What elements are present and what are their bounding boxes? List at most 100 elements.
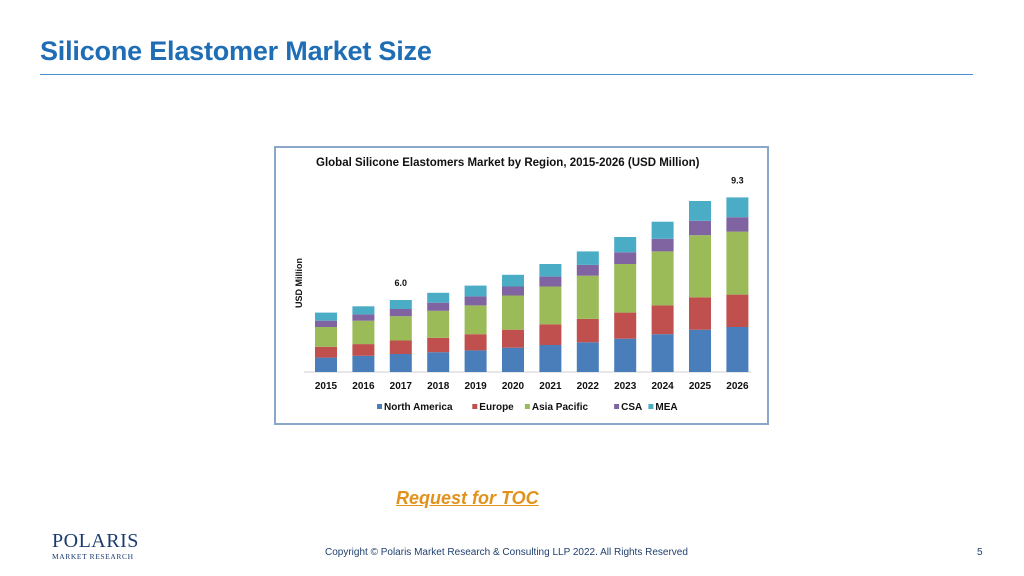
legend-swatch [524,404,530,409]
stacked-bar-chart: Global Silicone Elastomers Market by Reg… [294,157,751,413]
bar-segment-europe-2021 [539,324,562,345]
bar-segment-mea-2017 [389,300,412,309]
x-tick-label: 2026 [726,381,749,392]
bar-segment-asia-pacific-2022 [576,275,599,319]
x-tick-label: 2016 [352,381,375,392]
bar-segment-mea-2023 [614,237,637,253]
legend-label: MEA [655,402,677,413]
bar-segment-europe-2018 [427,337,450,353]
legend-label: Europe [479,402,514,413]
bar-segment-asia-pacific-2020 [502,295,524,330]
x-tick-label: 2020 [502,381,525,392]
bar-segment-asia-pacific-2021 [539,286,562,325]
bar-segment-north-america-2021 [539,345,562,372]
chart-title: Global Silicone Elastomers Market by Reg… [316,157,700,169]
bar-segment-asia-pacific-2015 [315,327,337,347]
bar-segment-mea-2019 [464,285,487,297]
legend-swatch [648,404,654,409]
bar-segment-europe-2024 [651,305,674,335]
bar-segment-mea-2022 [576,251,599,265]
bar-segment-mea-2024 [651,221,674,239]
bar-segment-north-america-2025 [689,329,711,372]
bar-segment-north-america-2020 [502,347,524,372]
bar-segment-csa-2025 [689,220,711,236]
bar-segment-csa-2019 [464,296,487,306]
bar-segment-europe-2025 [689,297,711,330]
bar-segment-north-america-2023 [614,338,637,372]
copyright-text: Copyright © Polaris Market Research & Co… [325,547,688,558]
request-toc-link[interactable]: Request for TOC [396,488,539,508]
bar-segment-mea-2021 [539,264,562,277]
bar-segment-asia-pacific-2019 [464,305,487,335]
legend-swatch [472,404,478,409]
data-label: 6.0 [395,278,408,288]
bar-segment-europe-2022 [576,318,599,343]
bar-segment-csa-2016 [352,314,375,321]
legend-label: Asia Pacific [532,402,589,413]
bar-segment-europe-2026 [726,294,749,327]
legend-label: CSA [621,402,642,413]
bar-segment-north-america-2019 [464,350,487,372]
bar-segment-mea-2016 [352,306,375,315]
legend-label: North America [384,402,453,413]
bar-segment-asia-pacific-2024 [651,251,674,306]
bar-segment-europe-2023 [614,312,637,339]
bar-segment-csa-2015 [315,320,337,327]
bar-segment-mea-2020 [502,274,524,287]
bar-segment-europe-2015 [315,346,337,358]
bar-segment-mea-2018 [427,292,450,303]
bar-segment-asia-pacific-2017 [389,316,412,341]
bar-segment-asia-pacific-2018 [427,310,450,338]
bar-segment-mea-2025 [689,201,711,221]
bar-segment-north-america-2016 [352,355,375,372]
bar-segment-north-america-2026 [726,327,749,372]
data-label: 9.3 [731,175,744,185]
bar-segment-north-america-2017 [389,354,412,372]
y-axis-label: USD Million [294,258,304,308]
title-divider [40,74,973,75]
bar-segment-europe-2016 [352,344,375,356]
bar-segment-csa-2022 [576,264,599,276]
data-labels: 6.0 9.3 [395,175,744,288]
bar-segment-europe-2017 [389,340,412,354]
legend-swatch [377,404,382,409]
bar-segment-csa-2024 [651,238,674,252]
x-tick-label: 2022 [577,381,600,392]
bar-segment-europe-2020 [502,329,524,348]
bars-layer [315,197,749,372]
bar-segment-csa-2017 [389,309,412,317]
bar-segment-csa-2021 [539,276,562,287]
polaris-logo: POLARIS MARKET RESEARCH [52,530,138,564]
x-tick-label: 2018 [427,381,450,392]
legend-swatch [614,404,620,409]
slide-title: Silicone Elastomer Market Size [40,36,432,66]
bar-segment-asia-pacific-2026 [726,231,749,295]
page-number: 5 [977,547,983,558]
bar-segment-north-america-2015 [315,357,337,372]
bar-segment-europe-2019 [464,334,487,351]
x-tick-label: 2021 [539,381,562,392]
x-tick-labels: 2015 2016 2017 2018 2019 2020 2021 2022 2023 2024… [315,381,749,392]
bar-segment-north-america-2024 [651,334,674,372]
bar-segment-csa-2023 [614,252,637,264]
chart-legend: North America Europe Asia Pacific CSA MEA [377,402,678,413]
chart-frame: Global Silicone Elastomers Market by Reg… [274,146,769,425]
x-tick-label: 2025 [689,381,712,392]
bar-segment-asia-pacific-2023 [614,264,637,313]
bar-segment-asia-pacific-2016 [352,320,375,345]
x-tick-label: 2017 [390,381,413,392]
bar-segment-csa-2020 [502,286,524,296]
logo-wordmark: POLARIS [52,530,139,552]
x-tick-label: 2015 [315,381,338,392]
bar-segment-north-america-2022 [576,342,599,372]
bar-segment-mea-2015 [315,312,337,321]
x-tick-label: 2023 [614,381,637,392]
x-tick-label: 2019 [464,381,487,392]
bar-segment-north-america-2018 [427,352,450,372]
bar-segment-mea-2026 [726,197,749,218]
bar-segment-csa-2018 [427,302,450,311]
bar-segment-asia-pacific-2025 [689,235,711,298]
logo-subtitle: MARKET RESEARCH [52,552,134,561]
bar-segment-csa-2026 [726,217,749,232]
x-tick-label: 2024 [651,381,674,392]
